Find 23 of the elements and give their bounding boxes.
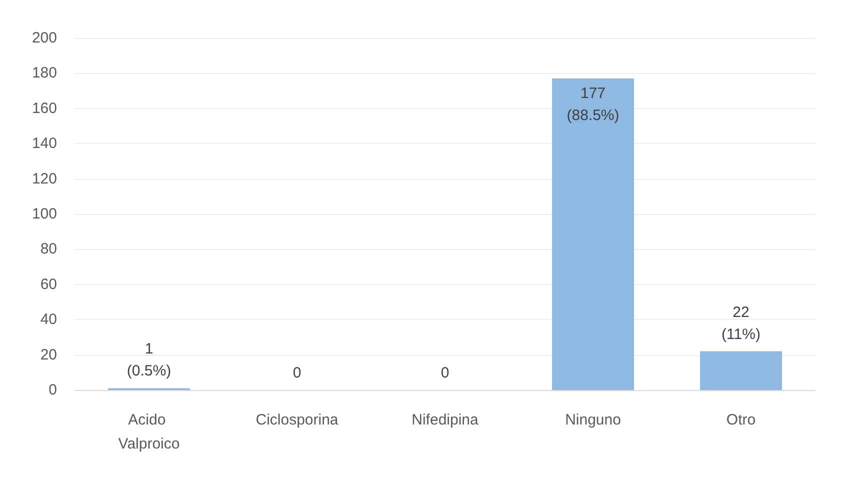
bar [700,351,782,390]
y-tick-label: 120 [32,170,57,188]
y-tick-label: 140 [32,135,57,152]
y-tick-label: 0 [48,382,57,398]
x-tick-label: Ninguno [565,412,621,428]
y-tick-label: 160 [32,100,57,117]
x-tick-label: Otro [726,412,756,428]
x-tick-label: Ciclosporina [256,412,339,428]
bar [552,78,634,390]
y-tick-label: 200 [32,30,57,46]
y-tick-label: 20 [40,346,57,364]
y-tick-label: 40 [40,311,57,328]
y-tick-label: 80 [40,240,57,258]
data-label: 0 [292,364,302,382]
data-label: 1 (0.5%) [126,340,172,380]
data-label: 22 (11%) [722,304,760,343]
y-tick-label: 60 [40,276,57,293]
y-tick-label: 180 [32,64,57,82]
y-tick-label: 100 [32,206,57,222]
x-tick-label: Nifedipina [412,412,480,428]
x-tick-label: Acido Valproico [118,412,180,452]
data-label: 0 [440,364,450,382]
data-label: 177 (88.5%) [566,84,620,124]
